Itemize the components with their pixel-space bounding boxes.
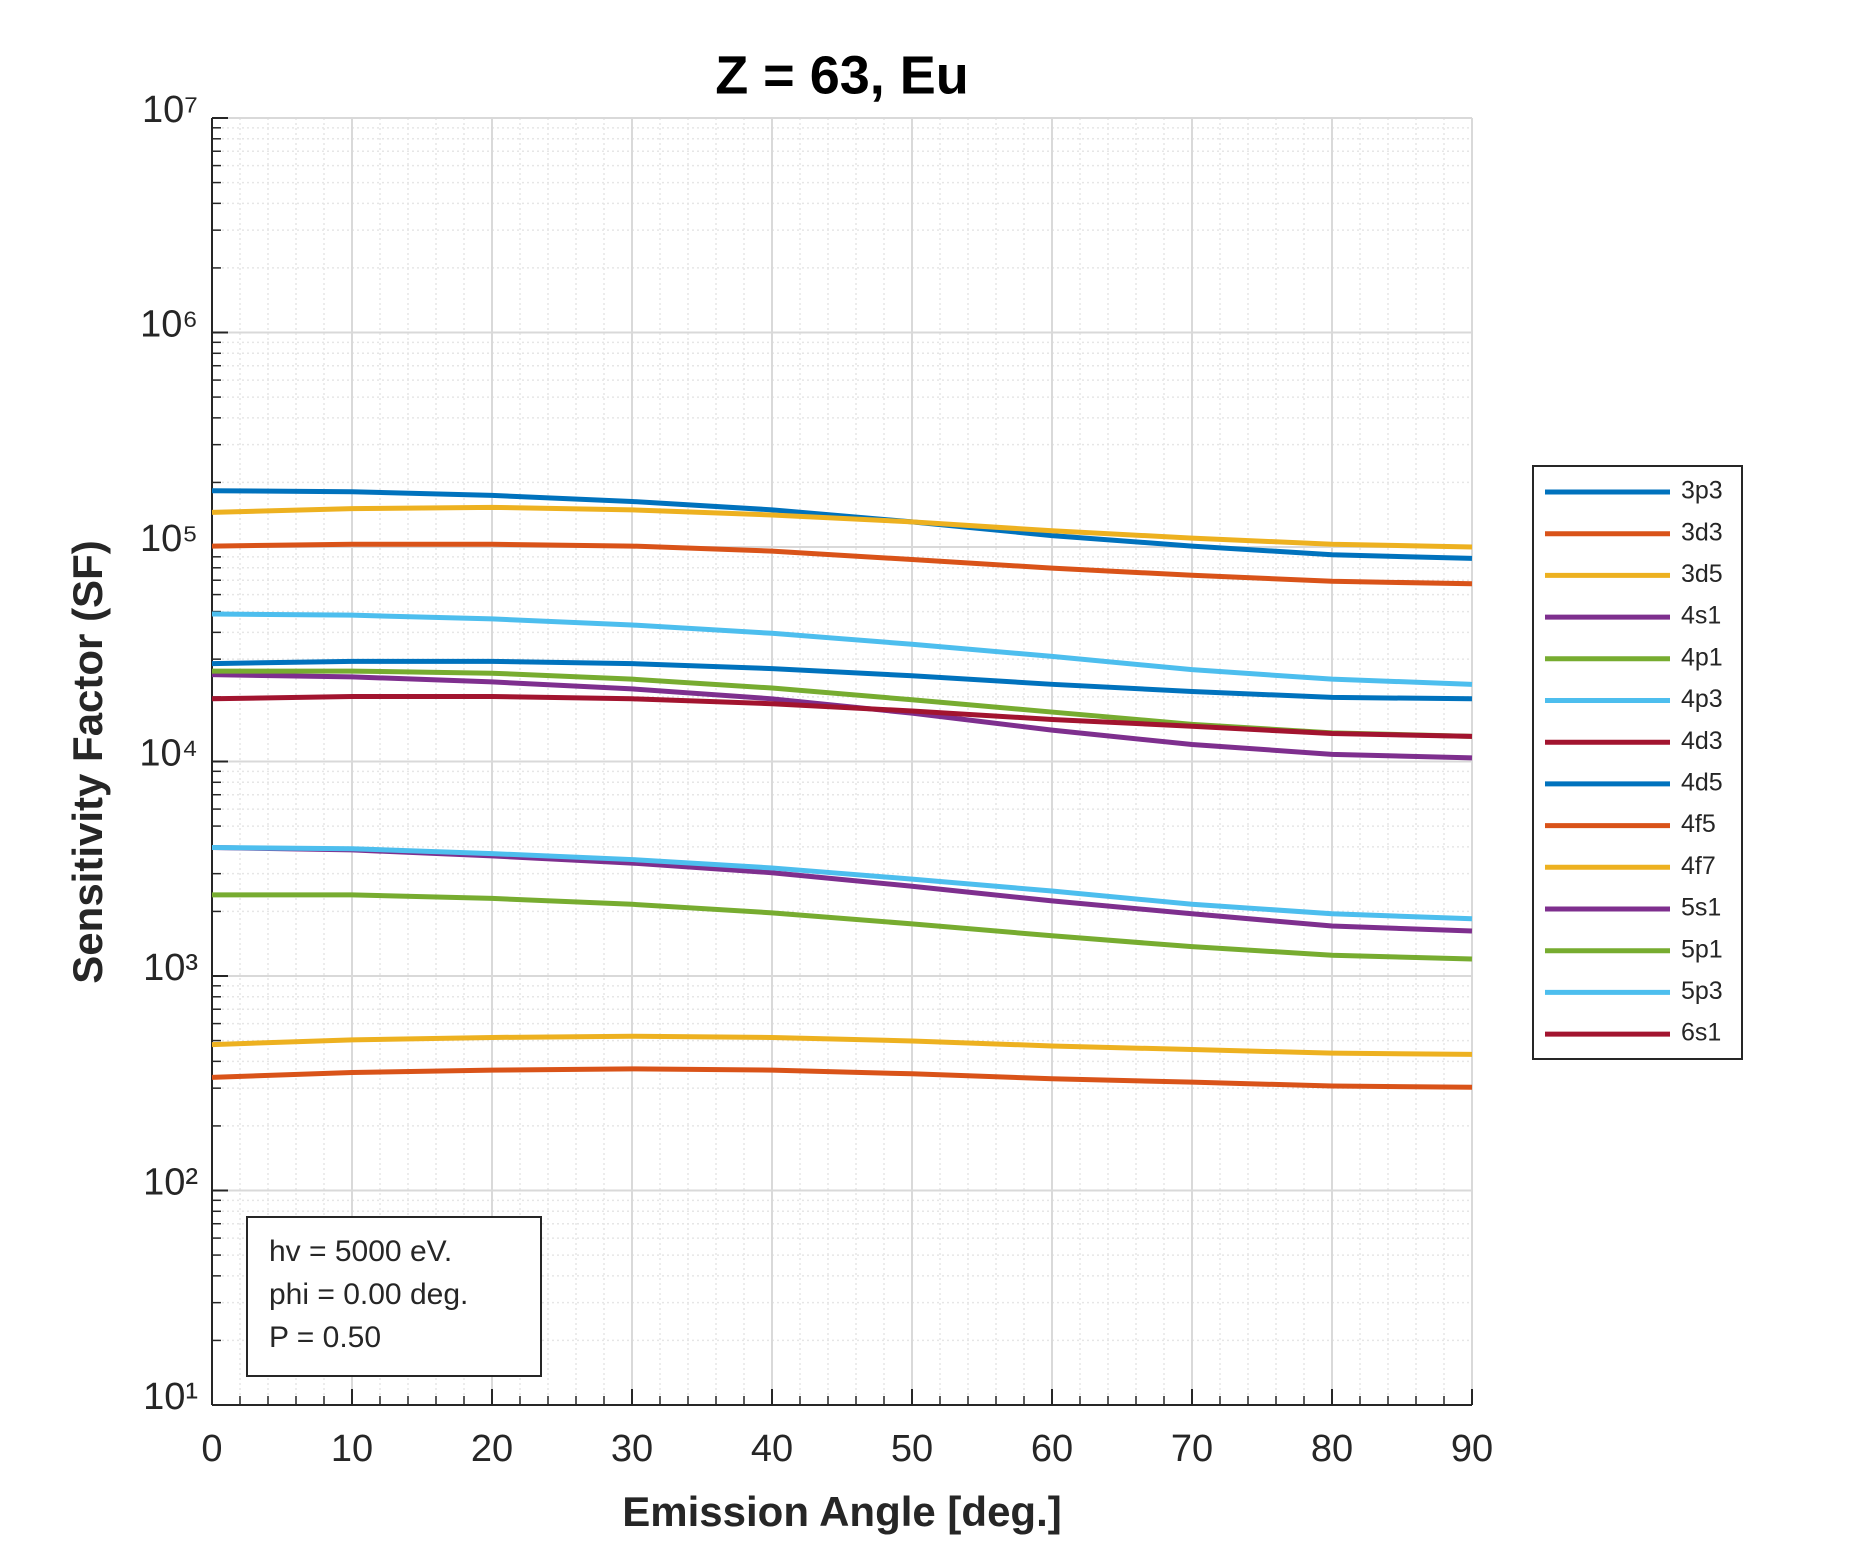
annotation: phi = 0.00 deg. — [269, 1278, 468, 1311]
x-tick-label: 0 — [201, 1428, 222, 1470]
series-line — [211, 488, 1473, 561]
x-tick-label: 90 — [1451, 1428, 1493, 1470]
y-tick-label: 10⁷ — [142, 89, 198, 131]
legend-label: 5p1 — [1681, 935, 1723, 963]
legend-label: 5s1 — [1681, 894, 1721, 922]
legend-label: 3d5 — [1681, 560, 1723, 588]
y-tick-label: 10⁵ — [140, 518, 198, 560]
series-line — [212, 892, 1473, 962]
x-tick-label: 40 — [751, 1428, 793, 1470]
y-tick-label: 10³ — [143, 947, 198, 989]
legend-label: 4f5 — [1681, 810, 1716, 838]
annotation: hv = 5000 eV. — [269, 1235, 452, 1268]
annotation-box — [246, 1216, 542, 1377]
series-line — [211, 658, 1473, 702]
legend-label: 4s1 — [1681, 602, 1721, 630]
legend-label: 4p3 — [1681, 685, 1723, 713]
legend-label: 4f7 — [1681, 852, 1716, 880]
series-line — [211, 611, 1473, 687]
x-tick-label: 50 — [891, 1428, 933, 1470]
legend-label: 4d5 — [1681, 769, 1723, 797]
x-tick-label: 10 — [331, 1428, 373, 1470]
chart-title: Z = 63, Eu — [715, 45, 969, 105]
x-tick-label: 20 — [471, 1428, 513, 1470]
legend-box — [1532, 465, 1743, 1060]
legend-label: 4d3 — [1681, 727, 1723, 755]
y-axis-label: Sensitivity Factor (SF) — [64, 540, 111, 983]
legend-label: 3d3 — [1681, 518, 1723, 546]
x-tick-label: 70 — [1171, 1428, 1213, 1470]
y-tick-label: 10¹ — [143, 1376, 198, 1418]
series-line — [211, 1033, 1473, 1057]
series-line — [211, 672, 1473, 761]
x-axis-label: Emission Angle [deg.] — [622, 1488, 1061, 1535]
y-tick-label: 10⁴ — [139, 733, 198, 775]
y-tick-label: 10⁶ — [140, 304, 198, 346]
series-line — [211, 845, 1473, 922]
series-line — [211, 693, 1473, 739]
x-tick-label: 80 — [1311, 1428, 1353, 1470]
x-tick-label: 60 — [1031, 1428, 1073, 1470]
series-line — [211, 1066, 1473, 1090]
series-line — [211, 541, 1473, 587]
y-tick-label: 10² — [143, 1162, 198, 1204]
x-tick-label: 30 — [611, 1428, 653, 1470]
legend-label: 3p3 — [1681, 477, 1723, 505]
legend-label: 6s1 — [1681, 1019, 1721, 1047]
series-line — [211, 504, 1473, 550]
legend-label: 5p3 — [1681, 977, 1723, 1005]
annotation: P = 0.50 — [269, 1321, 381, 1354]
legend-label: 4p1 — [1681, 643, 1723, 671]
